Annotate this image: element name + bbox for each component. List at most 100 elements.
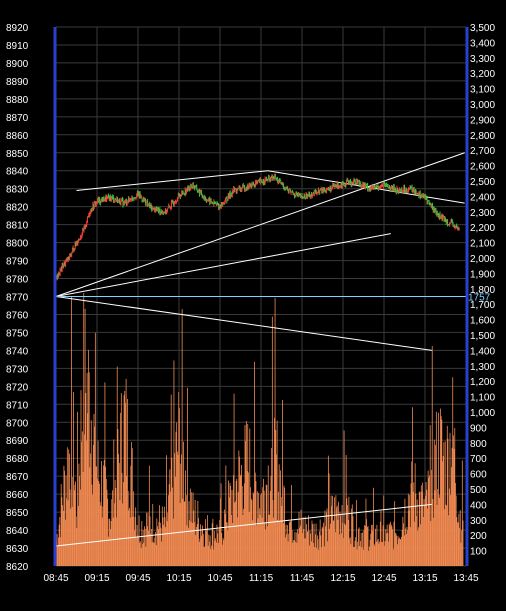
volume-bar — [242, 515, 244, 566]
volume-bar — [252, 492, 254, 566]
volume-bar — [138, 515, 140, 566]
volume-bar — [189, 488, 191, 566]
volume-tick-label: 1,700 — [470, 300, 495, 311]
volume-bar — [193, 510, 195, 566]
volume-bar — [169, 469, 171, 566]
volume-tick-label: 3,500 — [470, 23, 495, 34]
volume-bar — [280, 470, 281, 566]
volume-bar — [208, 534, 210, 566]
volume-bar — [112, 517, 114, 566]
volume-bar — [66, 447, 68, 566]
volume-bar — [237, 517, 238, 566]
volume-bar — [458, 513, 460, 566]
volume-bar — [105, 466, 106, 566]
volume-bar — [135, 537, 137, 566]
volume-bar — [391, 526, 393, 566]
volume-bar — [321, 547, 322, 566]
price-tick-label: 8840 — [6, 167, 29, 178]
volume-bar — [366, 519, 368, 566]
volume-tick-label: 2,000 — [470, 254, 495, 265]
volume-bar — [286, 534, 288, 566]
volume-bar — [401, 536, 402, 566]
volume-bar — [235, 481, 237, 566]
volume-bar — [60, 537, 61, 566]
price-tick-label: 8890 — [6, 77, 29, 88]
volume-bar — [222, 537, 224, 566]
volume-bar — [433, 517, 434, 566]
volume-tick-label: 900 — [470, 423, 487, 434]
volume-bar — [70, 508, 72, 566]
volume-bar — [413, 482, 415, 566]
volume-bar — [178, 392, 180, 566]
volume-bar — [343, 538, 344, 566]
volume-bar — [289, 522, 290, 566]
volume-bar — [155, 545, 157, 566]
volume-bar — [425, 481, 427, 566]
volume-bar — [384, 541, 386, 566]
volume-bar — [130, 465, 132, 566]
volume-bar — [194, 499, 196, 566]
volume-bar — [76, 528, 78, 566]
volume-bar — [83, 293, 85, 566]
volume-bar — [395, 533, 397, 566]
volume-bar — [442, 456, 444, 566]
volume-bar — [230, 485, 232, 566]
volume-bar — [291, 484, 292, 566]
volume-bar — [234, 502, 236, 566]
volume-bar — [133, 530, 135, 566]
volume-bar — [438, 494, 440, 566]
volume-bar — [263, 478, 264, 566]
volume-tick-label: 500 — [470, 485, 487, 496]
volume-bar — [167, 512, 169, 566]
volume-bar — [163, 506, 165, 566]
volume-bar — [196, 526, 197, 566]
volume-bar — [201, 529, 203, 566]
volume-bar — [200, 524, 201, 566]
volume-bar — [401, 529, 403, 566]
volume-bar — [371, 531, 373, 566]
volume-bar — [322, 528, 324, 566]
volume-bar — [288, 533, 290, 566]
volume-bar — [179, 408, 180, 566]
volume-bar — [261, 493, 262, 566]
volume-bar — [414, 521, 415, 566]
volume-bar — [360, 541, 361, 566]
volume-bar — [63, 465, 65, 566]
volume-bar — [323, 522, 324, 566]
volume-bars — [56, 293, 464, 566]
price-tick-label: 8920 — [6, 23, 29, 34]
volume-bar — [275, 429, 277, 566]
volume-bar — [336, 507, 337, 566]
volume-bar — [416, 516, 417, 566]
volume-bar — [231, 489, 233, 566]
volume-bar — [247, 424, 249, 566]
volume-tick-label: 1,100 — [470, 393, 495, 404]
volume-bar — [293, 540, 295, 566]
volume-bar — [82, 471, 84, 566]
volume-bar — [431, 346, 433, 566]
volume-bar — [155, 532, 156, 566]
volume-bar — [168, 484, 170, 566]
volume-tick-label: 2,500 — [470, 177, 495, 188]
volume-bar — [286, 524, 288, 566]
volume-bar — [253, 494, 255, 566]
volume-tick-label: 2,100 — [470, 239, 495, 250]
volume-bar — [383, 495, 385, 566]
volume-bar — [210, 549, 212, 566]
volume-bar — [403, 535, 405, 566]
volume-tick-label: 2,600 — [470, 162, 495, 173]
volume-bar — [437, 412, 439, 566]
volume-bar — [64, 470, 65, 566]
volume-bar — [87, 413, 89, 566]
volume-bar — [86, 440, 87, 566]
volume-bar — [410, 483, 412, 566]
volume-bar — [213, 549, 214, 566]
volume-bar — [93, 413, 95, 566]
volume-bar — [228, 480, 229, 566]
volume-bar — [356, 549, 358, 566]
volume-bar — [229, 483, 231, 566]
volume-bar — [456, 517, 458, 566]
volume-bar — [461, 460, 463, 566]
volume-bar — [265, 529, 266, 566]
volume-bar — [90, 420, 92, 566]
